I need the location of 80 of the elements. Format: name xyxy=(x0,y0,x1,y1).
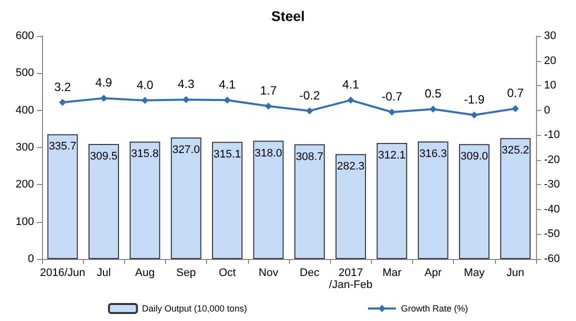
y2-tick-label: -60 xyxy=(544,253,560,265)
y-tick-label: 0 xyxy=(28,253,34,265)
data-label: 282.3 xyxy=(336,160,365,173)
y2-tick-label: -10 xyxy=(544,129,560,142)
data-label: 1.7 xyxy=(260,84,278,98)
data-label: -0.7 xyxy=(382,90,403,104)
y-tick-label: 200 xyxy=(16,178,34,191)
point xyxy=(470,112,478,119)
data-label: -0.2 xyxy=(299,88,320,102)
bar xyxy=(376,143,408,259)
point xyxy=(59,98,66,106)
point xyxy=(100,94,108,102)
x-tick-label: Jun xyxy=(506,267,524,279)
bar xyxy=(294,144,325,259)
chart-title: Steel xyxy=(271,8,305,24)
point xyxy=(182,96,190,104)
data-label: 316.3 xyxy=(419,148,447,160)
x-tick-label: Jul xyxy=(96,267,111,279)
data-label: 312.1 xyxy=(378,150,406,162)
y-tick-label: 100 xyxy=(16,216,34,228)
data-label: -1.9 xyxy=(464,92,485,107)
data-label: 3.2 xyxy=(54,80,72,94)
data-label: 309.0 xyxy=(460,150,488,163)
y2-tick-label: 0 xyxy=(544,104,550,116)
bar xyxy=(88,144,119,259)
point xyxy=(264,102,272,110)
data-label: 327.0 xyxy=(172,144,200,156)
data-label: 318.0 xyxy=(254,147,282,160)
x-tick-label: Oct xyxy=(218,267,236,279)
bar xyxy=(170,137,202,259)
bar xyxy=(47,134,78,259)
y-tick-label: 300 xyxy=(16,142,34,154)
data-label: 4.1 xyxy=(342,78,360,92)
y2-tick-label: -20 xyxy=(544,154,560,166)
legend-label: Daily Output (10,000 tons) xyxy=(142,304,248,314)
bar xyxy=(253,140,284,259)
x-tick-label: Nov xyxy=(258,267,279,279)
data-label: 0.7 xyxy=(507,86,524,100)
bar xyxy=(130,142,160,259)
y2-tick-label: -30 xyxy=(544,178,560,191)
point xyxy=(306,107,314,114)
y2-tick-label: -40 xyxy=(544,203,560,216)
y2-tick-label: -50 xyxy=(544,228,560,240)
x-tick-label: 2016/Jun xyxy=(40,267,86,279)
point xyxy=(388,108,396,116)
y-tick-label: 500 xyxy=(16,67,34,80)
point xyxy=(430,106,437,113)
data-label: 4.1 xyxy=(218,78,236,92)
x-tick-label: Mar xyxy=(382,267,402,279)
x-tick-label: 2017 /Jan-Feb xyxy=(329,267,372,291)
y2-tick-label: 30 xyxy=(544,30,556,42)
data-label: 4.3 xyxy=(178,77,195,92)
y2-tick-label: 10 xyxy=(544,80,556,92)
bar xyxy=(459,144,490,259)
data-label: 309.5 xyxy=(90,150,118,162)
point xyxy=(141,96,148,104)
data-label: 315.8 xyxy=(131,148,159,160)
x-tick-label: Dec xyxy=(300,267,320,279)
bar xyxy=(418,141,448,259)
x-tick-label: Sep xyxy=(176,267,196,279)
data-label: 335.7 xyxy=(48,140,76,153)
point xyxy=(512,105,519,112)
point xyxy=(347,96,354,104)
data-label: 4.0 xyxy=(136,78,154,92)
y-tick-label: 400 xyxy=(16,104,34,116)
legend-label: Growth Rate (%) xyxy=(401,304,468,314)
data-label: 0.5 xyxy=(424,86,442,101)
bar xyxy=(500,138,531,259)
bar xyxy=(212,142,242,259)
x-tick-label: May xyxy=(464,267,486,279)
data-label: 4.9 xyxy=(95,76,112,90)
y-tick-label: 600 xyxy=(16,30,34,42)
y2-tick-label: 20 xyxy=(544,54,556,67)
point xyxy=(224,96,231,104)
x-tick-label: Aug xyxy=(135,267,155,279)
data-label: 325.2 xyxy=(502,144,530,157)
data-label: 308.7 xyxy=(296,150,324,163)
bar xyxy=(336,154,366,259)
x-tick-label: Apr xyxy=(424,267,442,279)
data-label: 315.1 xyxy=(213,148,242,160)
